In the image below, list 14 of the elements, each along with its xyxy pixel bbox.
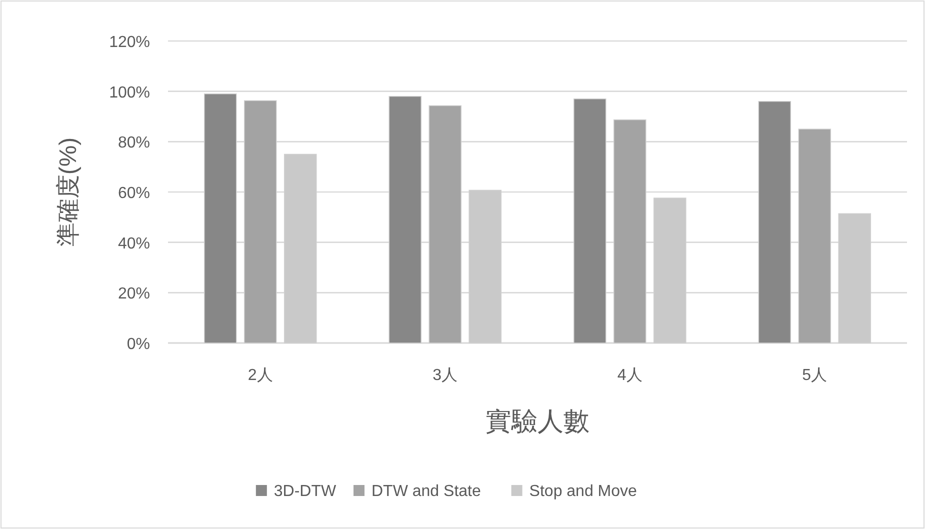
y-tick-label: 80% [118,134,150,152]
y-tick-label: 100% [109,84,150,102]
x-tick-label: 2人 [248,367,273,384]
x-tick-label: 4人 [617,367,642,384]
y-tick-label: 60% [118,185,150,202]
x-tick-label: 5人 [802,367,828,384]
y-axis-title: 準確度(%) [55,137,82,247]
x-axis-title: 實驗人數 [486,406,590,436]
y-tick-label: 20% [118,286,150,303]
x-tick-label: 3人 [432,367,458,384]
y-tick-label: 40% [118,235,150,252]
y-tick-label: 0% [126,336,150,353]
legend-label: 3D-DTW [274,483,338,500]
y-tick-label: 120% [109,34,150,51]
